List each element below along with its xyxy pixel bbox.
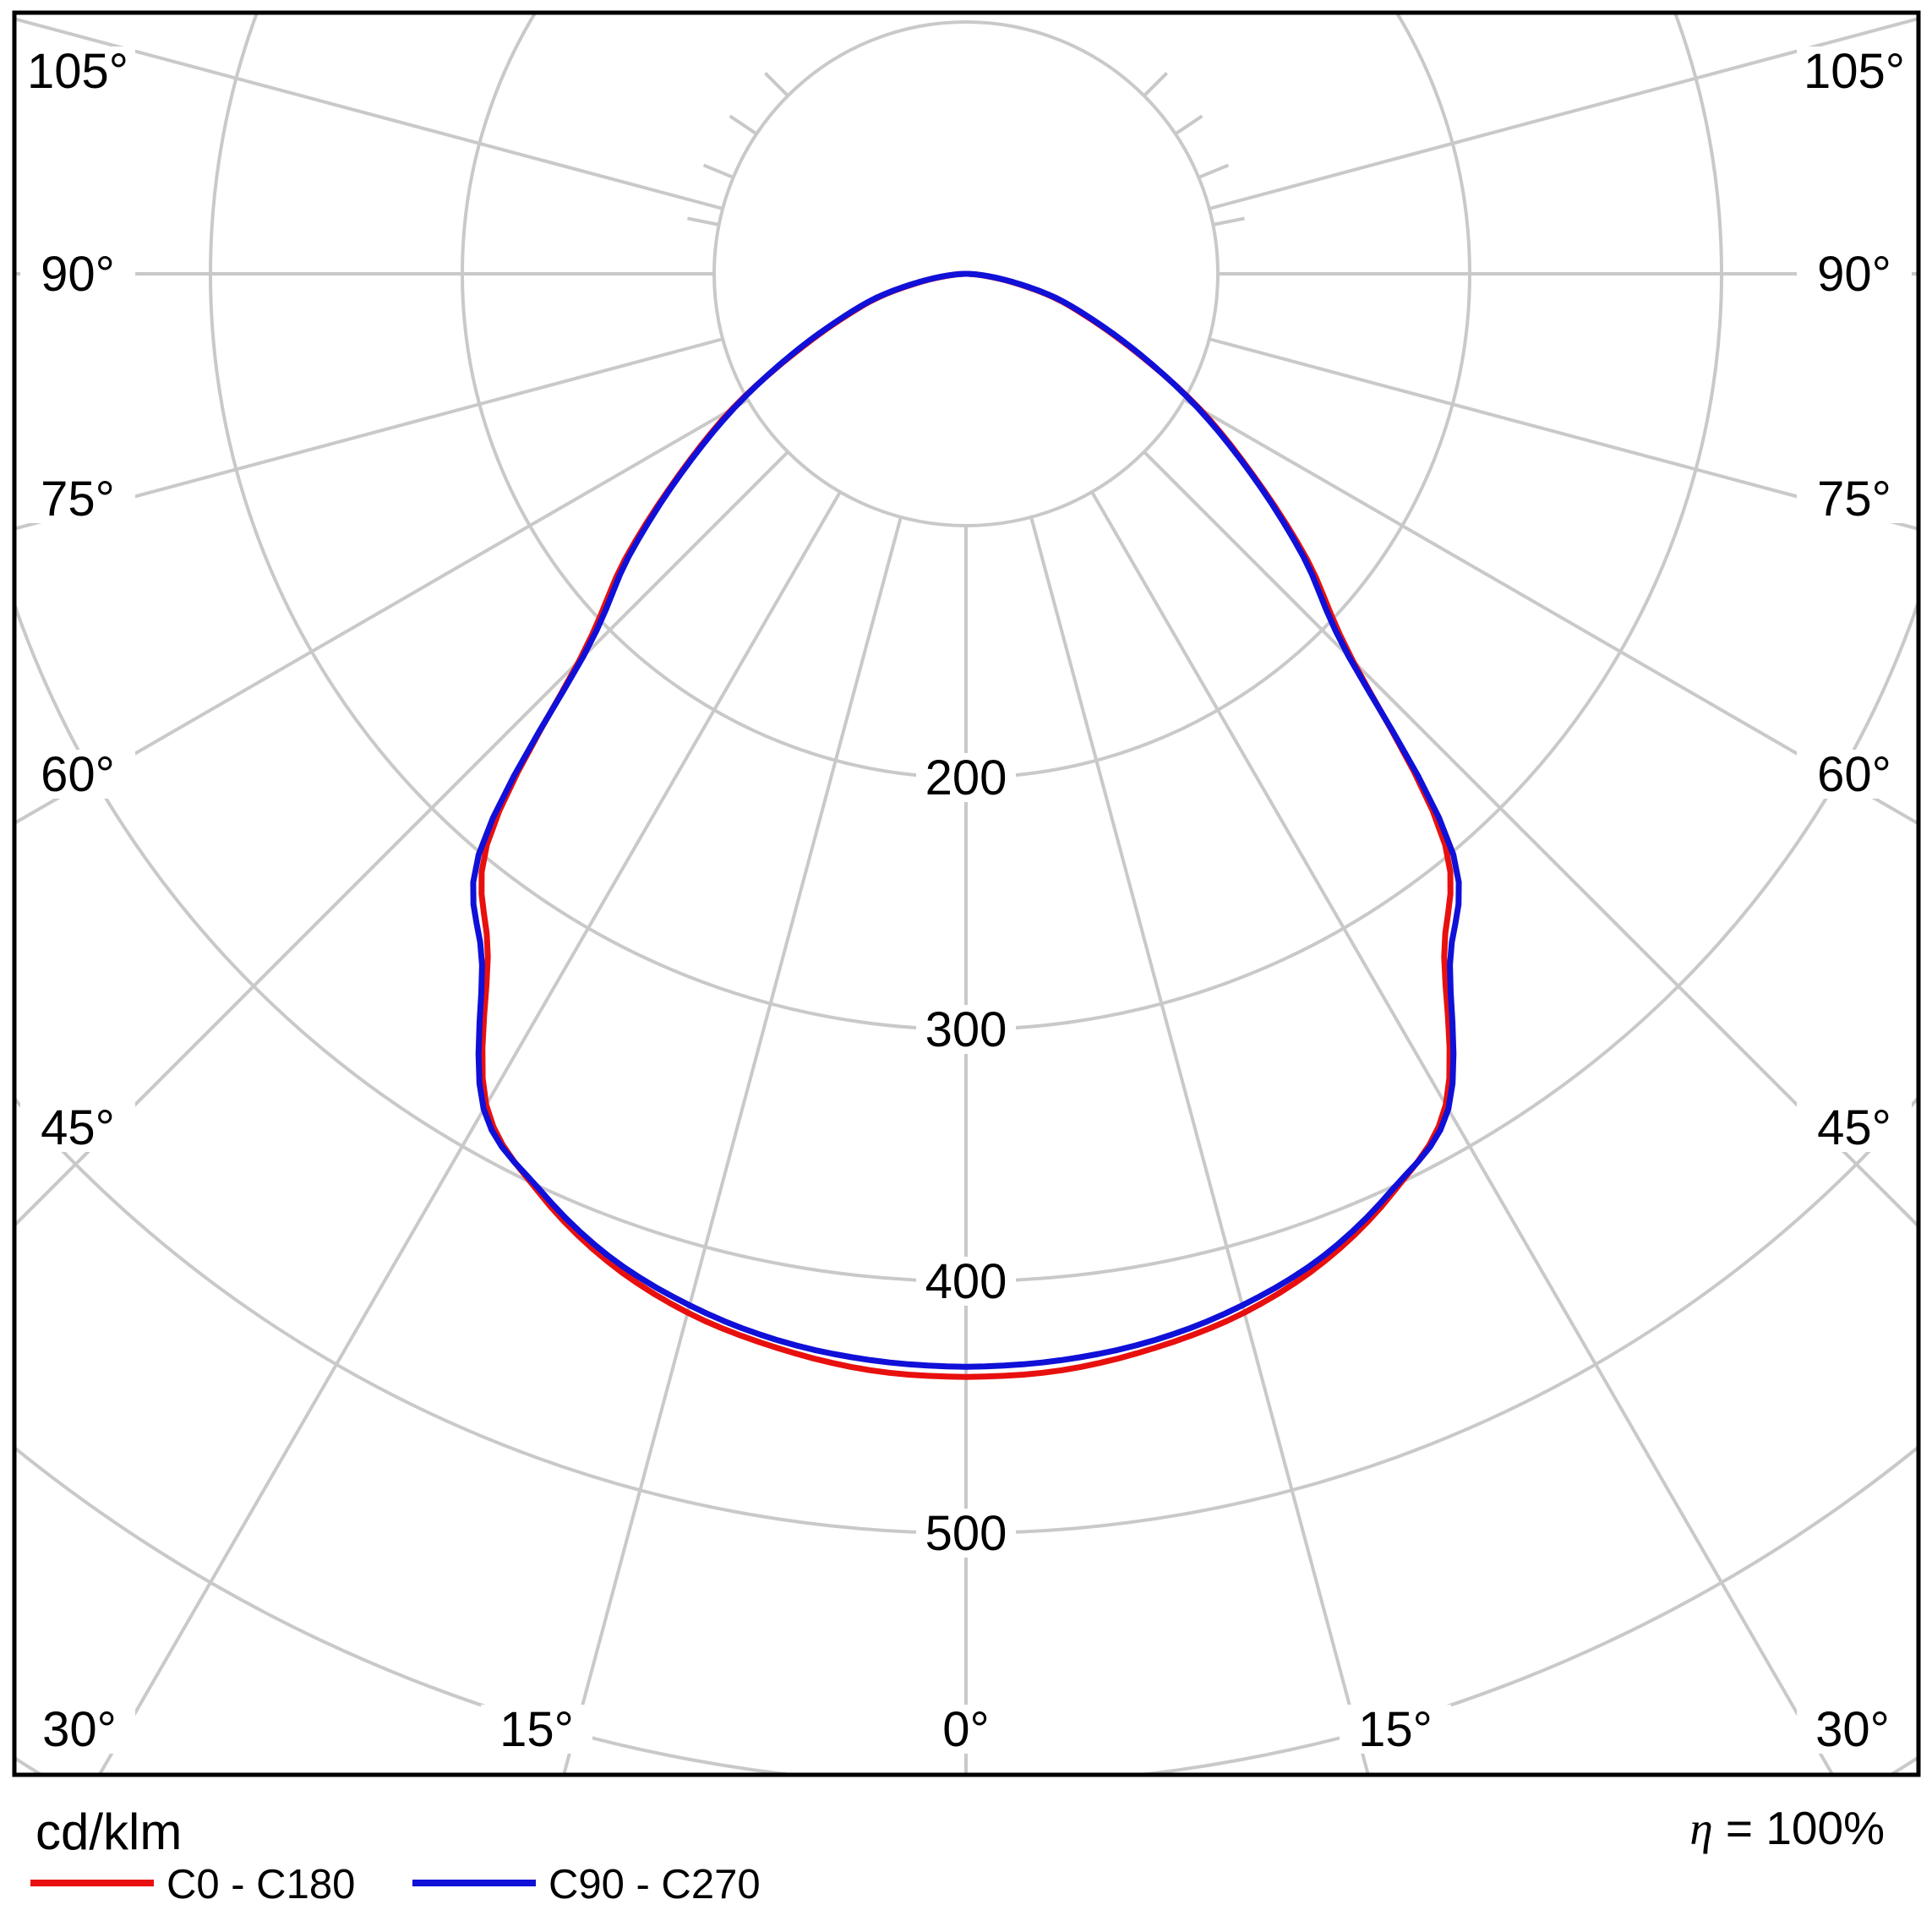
grid-ray-75 [1209,337,1918,532]
grid-tick-123.75 [1174,114,1203,136]
angle-label-left-60-box [20,750,135,799]
angle-label-left-105: 105° [27,44,128,99]
angle-label-bottom-4: 30° [1815,1702,1890,1757]
angle-label-bottom-3-box [1340,1705,1451,1754]
angle-label-left-90: 90° [41,247,115,302]
curve-c90-c270 [470,270,1462,1370]
grid-ray-60 [1183,398,1918,826]
radial-tick-label-400: 400 [925,1254,1007,1309]
angle-label-bottom-2-box [910,1705,1022,1754]
label-boxes [20,46,1912,1754]
angle-label-left-90-box [20,249,135,298]
grid-tick-135 [763,71,789,97]
grid-ray-45 [14,450,789,1228]
angle-label-right-60: 60° [1817,747,1891,802]
angle-label-right-105-box [1797,46,1912,96]
radial-tick-label-500: 500 [925,1506,1007,1561]
unit-label: cd/klm [35,1804,183,1860]
grid-tick-123.75 [729,114,758,136]
angle-label-right-45-box [1797,1103,1912,1152]
grid-ray-30 [97,491,842,1775]
radial-tick-label-400-box [916,1257,1016,1306]
chart-frame [12,10,1921,1777]
angle-label-bottom-1: 15° [499,1702,574,1757]
angle-label-bottom-3: 15° [1358,1702,1433,1757]
grid-tick-112.5 [1198,163,1230,179]
angle-label-right-90: 90° [1817,247,1891,302]
grid-tick-135 [1143,71,1169,97]
grid-ray-105 [1209,16,1918,210]
angle-label-bottom-0: 30° [42,1702,117,1757]
grid-ray-60 [14,398,749,826]
eta-symbol: η [1689,1803,1713,1854]
legend-line-c0-c180 [30,1880,154,1886]
grid-ray-15 [1029,516,1370,1775]
radial-tick-label-500-box [916,1509,1016,1558]
angle-label-left-105-box [20,46,135,96]
axis-labels: 105° 90° 75° 60° 45° 105° 90° 75° 60° 45° 30° 15° 0°… [27,44,1905,1757]
angle-label-left-45: 45° [41,1100,115,1155]
angle-label-left-75-box [20,474,135,523]
grid-tick-112.5 [702,163,734,179]
radial-tick-label-300: 300 [925,1002,1007,1057]
angle-label-right-45: 45° [1817,1100,1891,1155]
eta-value: = 100% [1725,1802,1885,1854]
angle-label-right-105: 105° [1804,44,1905,99]
angle-label-right-60-box [1797,750,1912,799]
angle-label-right-90-box [1797,249,1912,298]
angle-label-bottom-1-box [481,1705,592,1754]
radial-tick-label-200: 200 [925,750,1007,805]
grid-tick-101.25 [687,216,720,226]
grid-tick-101.25 [1212,216,1245,226]
angle-label-left-45-box [20,1103,135,1152]
angle-label-bottom-2: 0° [942,1702,989,1757]
angle-label-bottom-0-box [24,1705,135,1754]
grid-ray-30 [1090,491,1835,1775]
legend-label-c0-c180: C0 - C180 [166,1862,356,1907]
legend-line-c90-c270 [412,1880,536,1886]
angle-label-left-60: 60° [41,747,115,802]
legend-label-c90-c270: C90 - C270 [548,1862,761,1907]
angle-label-right-75-box [1797,474,1912,523]
grid-ray-45 [1143,450,1918,1229]
efficiency-value: η = 100% [1689,1803,1885,1854]
angle-label-right-75: 75° [1817,472,1891,527]
grid-ray-75 [14,337,723,531]
radial-tick-label-200-box [916,753,1016,802]
grid-ray-15 [562,516,903,1775]
radial-tick-label-300-box [916,1005,1016,1054]
grid-ray-105 [14,17,723,210]
angle-label-left-75: 75° [41,472,115,527]
angle-label-bottom-4-box [1797,1705,1908,1754]
